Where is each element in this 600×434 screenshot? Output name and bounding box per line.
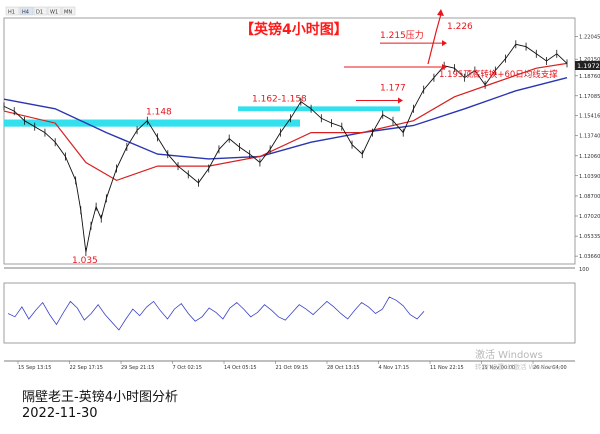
y-tick-label: 1.18760 bbox=[579, 74, 600, 80]
pressure-arrow bbox=[442, 40, 447, 47]
caption-title: 隔壁老王-英镑4小时图分析 bbox=[22, 390, 178, 405]
x-tick-label: 28 Oct 13:15 bbox=[327, 365, 360, 371]
y-tick-label: 1.17085 bbox=[579, 94, 600, 100]
y-tick-label: 1.22045 bbox=[579, 35, 600, 41]
tab-label: D1 bbox=[36, 10, 43, 16]
tab-label: H4 bbox=[22, 10, 29, 16]
x-tick-label: 26 Nov 04:00 bbox=[533, 365, 567, 371]
ma-long-path bbox=[3, 77, 568, 160]
x-tick-label: 22 Sep 17:15 bbox=[70, 365, 103, 371]
oscillator-axis: 100 bbox=[579, 267, 589, 273]
tab-h4 bbox=[19, 6, 34, 16]
y-tick-label: 1.20150 bbox=[579, 57, 600, 63]
target-arrowhead bbox=[437, 9, 444, 16]
support-zones: 1.148 1.162-1.158 bbox=[4, 94, 400, 127]
ma-long-line bbox=[3, 77, 568, 160]
annotation-labels: 1.215压力 1.195顶底转换+60日均线支撑 1.177 1.226 1.035 bbox=[72, 22, 558, 266]
x-tick-label: 14 Oct 05:15 bbox=[224, 365, 257, 371]
tab-label: W1 bbox=[50, 10, 58, 16]
y-tick-label: 1.12060 bbox=[579, 154, 600, 160]
annotation-lines bbox=[344, 9, 447, 104]
timeframe-tabs: H1 H4 D1 W1 MN bbox=[5, 6, 76, 16]
x-tick-label: 4 Nov 17:15 bbox=[379, 365, 410, 371]
watermark-line2: 转到"设置"以激活 Windows。 bbox=[475, 362, 564, 371]
ma-short-line bbox=[3, 62, 568, 182]
osc-tick-label: 100 bbox=[579, 267, 589, 273]
current-price-box bbox=[575, 61, 600, 70]
price-series bbox=[3, 40, 568, 257]
x-tick-label: 29 Sep 21:15 bbox=[121, 365, 154, 371]
chart-svg: H1 H4 D1 W1 MN 1.148 1.162-1.158 1.22045 1.201… bbox=[3, 6, 600, 371]
caption-date: 2022-11-30 bbox=[22, 406, 98, 421]
support-zone bbox=[4, 119, 300, 127]
annotation-label: 1.215压力 bbox=[380, 29, 424, 41]
y-tick-label: 1.13740 bbox=[579, 134, 600, 140]
tab-h1 bbox=[5, 6, 20, 16]
tab-d1 bbox=[33, 6, 48, 16]
support-arrow bbox=[442, 63, 447, 70]
price-axis: 1.22045 1.20150 1.18760 1.17085 1.15416 1.137… bbox=[575, 35, 600, 260]
x-tick-label: 15 Sep 13:15 bbox=[18, 365, 51, 371]
watermark-line1: 激活 Windows bbox=[475, 348, 543, 361]
oscillator-panel-border bbox=[3, 282, 576, 344]
y-tick-label: 1.10390 bbox=[579, 174, 600, 180]
main-panel-border bbox=[3, 17, 576, 265]
tab-w1 bbox=[47, 6, 62, 16]
oscillator-path bbox=[7, 296, 425, 331]
tab-mn bbox=[61, 6, 76, 16]
support-zone bbox=[238, 106, 400, 112]
annotation-label: 1.177 bbox=[380, 83, 406, 93]
x-tick-label: 11 Nov 22:15 bbox=[430, 365, 464, 371]
chart-frame: H1 H4 D1 W1 MN 1.148 1.162-1.158 1.22045 1.201… bbox=[3, 6, 600, 371]
ma-short-path bbox=[3, 62, 568, 182]
lower-arrow bbox=[398, 97, 403, 104]
tab-label: MN bbox=[64, 10, 72, 16]
annotation-label: 1.195顶底转换+60日均线支撑 bbox=[439, 69, 558, 80]
tab-label: H1 bbox=[8, 10, 15, 16]
x-tick-label: 19 Nov 00:00 bbox=[482, 365, 516, 371]
annotation-label: 1.226 bbox=[447, 22, 473, 32]
current-price-readout: 1.19725 bbox=[577, 62, 600, 70]
x-tick-label: 7 Oct 02:15 bbox=[173, 365, 202, 371]
y-tick-label: 1.08700 bbox=[579, 194, 600, 200]
y-tick-label: 1.07020 bbox=[579, 214, 600, 220]
time-axis: 15 Sep 13:15 22 Sep 17:15 29 Sep 21:15 7 Oc… bbox=[17, 361, 567, 371]
annotation-label: 1.035 bbox=[72, 256, 98, 266]
zone-label: 1.162-1.158 bbox=[252, 94, 307, 104]
zone-label: 1.148 bbox=[146, 108, 172, 118]
oscillator-series bbox=[7, 296, 425, 331]
y-tick-label: 1.15416 bbox=[579, 114, 600, 120]
y-tick-label: 1.03660 bbox=[579, 254, 600, 260]
x-tick-label: 21 Oct 09:15 bbox=[276, 365, 309, 371]
target-arrow-line bbox=[427, 13, 442, 65]
y-tick-label: 1.05335 bbox=[579, 234, 600, 240]
chart-title: 【英镑4小时图】 bbox=[240, 21, 348, 38]
